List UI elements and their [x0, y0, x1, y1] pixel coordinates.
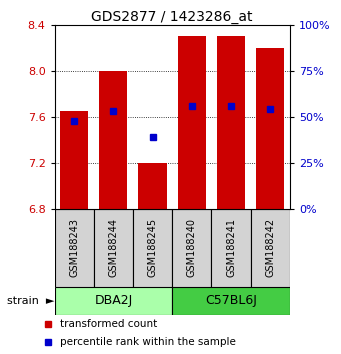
Bar [217, 36, 245, 209]
Bar [138, 163, 167, 209]
Bar [178, 36, 206, 209]
Bar [60, 111, 88, 209]
Bar [251, 209, 290, 287]
Text: GSM188244: GSM188244 [108, 218, 118, 277]
Text: GSM188241: GSM188241 [226, 218, 236, 277]
Bar [94, 209, 133, 287]
Bar [172, 209, 211, 287]
Bar [133, 209, 172, 287]
Bar [256, 48, 284, 209]
Bar [55, 209, 94, 287]
Text: strain  ►: strain ► [7, 296, 54, 306]
Bar [55, 287, 172, 315]
Text: DBA2J: DBA2J [94, 295, 133, 307]
Text: C57BL6J: C57BL6J [205, 295, 257, 307]
Text: GSM188242: GSM188242 [265, 218, 275, 278]
Text: GSM188243: GSM188243 [69, 218, 79, 277]
Bar [99, 71, 128, 209]
Bar [211, 209, 251, 287]
Bar [172, 287, 290, 315]
Text: transformed count: transformed count [60, 319, 158, 329]
Title: GDS2877 / 1423286_at: GDS2877 / 1423286_at [91, 10, 253, 24]
Text: GSM188240: GSM188240 [187, 218, 197, 277]
Text: GSM188245: GSM188245 [148, 218, 158, 278]
Text: percentile rank within the sample: percentile rank within the sample [60, 337, 236, 347]
